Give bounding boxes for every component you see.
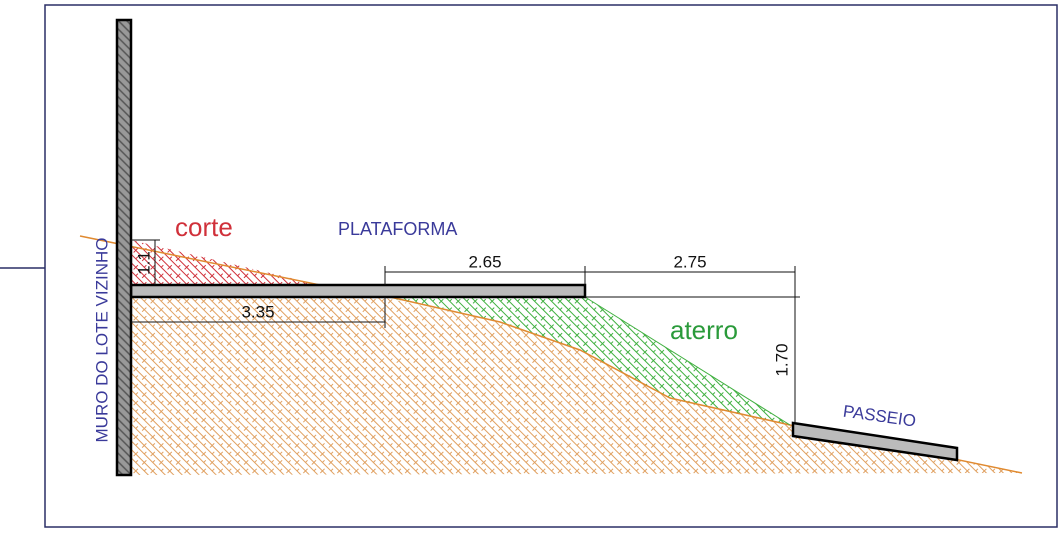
cut-area [131,240,320,285]
dimension-label: 3.35 [241,302,274,321]
dimension-label: 2.75 [673,252,706,271]
sidewalk-label: PASSEIO [842,402,917,431]
fill-area [385,297,790,425]
fill-label: aterro [670,315,738,345]
dimension-label: 1.1 [134,251,153,275]
wall [115,18,133,477]
dimension-label: 1.70 [772,343,791,376]
wall-label: MURO DO LOTE VIZINHO [92,238,111,443]
slope [584,296,791,426]
platform-label: PLATAFORMA [338,219,457,239]
dimension-lines [131,239,800,423]
frame [44,4,1058,528]
sidewalk-slab [791,421,959,462]
platform-slab [129,283,587,299]
dimension-label: 2.65 [468,252,501,271]
cut-label: corte [175,212,233,242]
